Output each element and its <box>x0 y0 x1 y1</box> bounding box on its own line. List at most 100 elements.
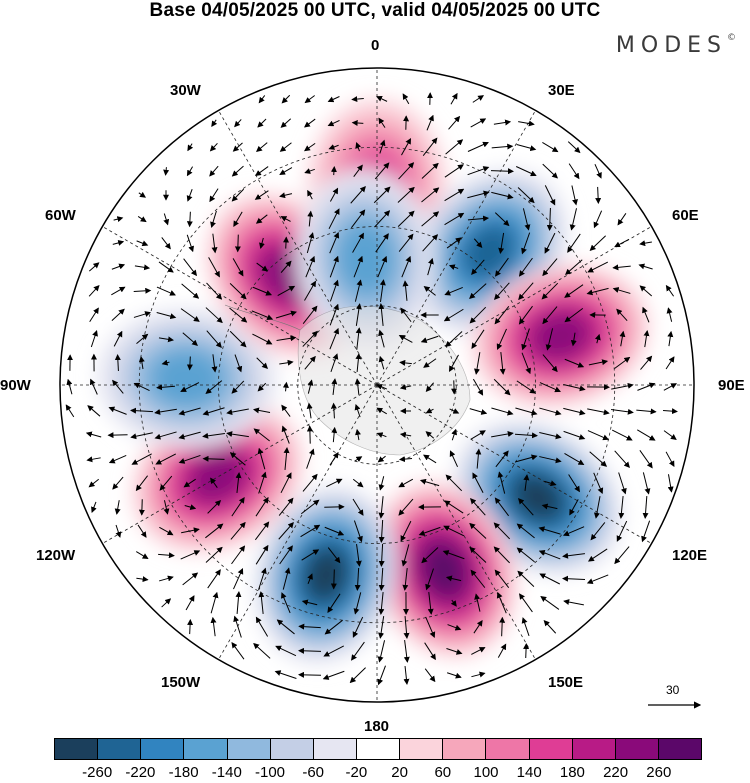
wind-arrow <box>447 624 462 631</box>
wind-arrow <box>518 282 534 301</box>
wind-arrow <box>539 456 562 464</box>
wind-arrow <box>379 139 386 154</box>
colorbar-swatch <box>227 739 271 759</box>
wind-vectors <box>65 92 678 686</box>
wind-arrow <box>329 327 340 350</box>
wind-arrow <box>186 189 193 202</box>
wind-arrow <box>493 522 511 540</box>
wind-arrow <box>112 476 124 490</box>
wind-arrow <box>187 143 194 152</box>
wind-arrow <box>399 359 412 366</box>
wind-arrow <box>450 599 457 607</box>
wind-arrow <box>279 192 293 199</box>
colorbar-tick-label: -100 <box>254 764 286 781</box>
wind-arrow <box>130 432 153 440</box>
anomaly-shading <box>96 98 650 664</box>
wind-arrow <box>210 591 219 614</box>
wind-arrow <box>638 263 653 270</box>
wind-arrow <box>327 96 340 103</box>
wind-arrow <box>327 593 341 614</box>
wind-arrow <box>229 282 247 300</box>
wind-arrow <box>159 475 173 491</box>
wind-arrow <box>231 641 245 660</box>
wind-arrow <box>499 616 506 637</box>
wind-arrow <box>398 498 414 516</box>
wind-arrow <box>156 312 177 320</box>
wind-arrow <box>491 143 514 150</box>
wind-arrow <box>399 384 412 390</box>
wind-arrow <box>539 382 561 393</box>
wind-arrow <box>181 283 200 299</box>
wind-arrow <box>211 233 218 254</box>
wind-arrow <box>115 524 122 538</box>
lon-label-120w: 120W <box>36 547 76 564</box>
wind-arrow <box>253 642 271 659</box>
meridian-line <box>376 110 536 386</box>
wind-arrow <box>614 546 630 565</box>
wind-arrow <box>253 428 270 442</box>
wind-arrow <box>564 453 585 466</box>
wind-arrow <box>493 119 512 126</box>
wind-arrow <box>355 353 362 372</box>
wind-arrow <box>202 432 225 439</box>
wind-arrow <box>587 261 609 273</box>
wind-arrow <box>281 425 290 444</box>
wind-arrow <box>378 355 385 370</box>
lon-label-150e: 150E <box>548 674 584 691</box>
wind-arrow <box>156 384 175 391</box>
colorbar <box>54 738 702 760</box>
wind-arrow <box>444 212 465 226</box>
wind-arrow <box>304 168 315 174</box>
wind-arrow <box>400 520 412 542</box>
wind-arrow <box>330 353 339 373</box>
wind-arrow <box>258 95 266 104</box>
wind-arrow <box>521 232 531 255</box>
colorbar-tick-label: -220 <box>125 764 156 781</box>
wind-arrow <box>617 213 627 226</box>
wind-arrow <box>563 599 584 606</box>
wind-arrow <box>330 402 337 419</box>
wind-arrow <box>496 328 507 350</box>
colorbar-tick-label: 20 <box>391 764 408 781</box>
wind-arrow <box>444 188 465 202</box>
wind-arrow <box>158 261 174 273</box>
wind-arrow <box>161 598 172 608</box>
wind-arrow <box>422 137 438 156</box>
wind-arrow <box>518 120 535 127</box>
wind-arrow <box>493 546 511 564</box>
colorbar-swatch <box>55 739 99 759</box>
wind-arrow <box>209 188 219 203</box>
wind-arrow <box>183 478 196 488</box>
wind-arrow <box>329 303 339 326</box>
wind-arrow <box>378 476 385 491</box>
wind-arrow <box>255 214 268 224</box>
wind-arrow <box>353 520 363 543</box>
wind-arrow <box>183 258 198 277</box>
wind-arrow <box>401 255 412 278</box>
wind-arrow <box>569 208 577 231</box>
wind-arrow <box>400 307 412 323</box>
wind-arrow <box>133 311 152 318</box>
wind-arrow <box>494 569 510 589</box>
wind-arrow <box>329 255 339 278</box>
reference-vector-label: 30 <box>666 683 680 697</box>
wind-arrow <box>516 547 535 563</box>
wind-arrow <box>521 617 530 637</box>
wind-arrow <box>231 188 245 202</box>
wind-arrow <box>469 522 487 539</box>
wind-arrow <box>112 379 124 394</box>
wind-arrow <box>543 620 557 634</box>
wind-arrow <box>521 328 530 351</box>
wind-arrow <box>304 280 317 301</box>
wind-arrow <box>571 185 578 206</box>
wind-arrow <box>419 478 440 487</box>
wind-arrow <box>470 569 486 588</box>
wind-arrow <box>425 568 434 591</box>
wind-arrow <box>259 237 265 249</box>
wind-arrow <box>490 168 514 175</box>
wind-arrow <box>518 498 534 516</box>
wind-arrow <box>354 279 363 302</box>
wind-arrow <box>616 520 628 542</box>
wind-arrow <box>424 642 436 661</box>
wind-arrow <box>180 308 200 322</box>
